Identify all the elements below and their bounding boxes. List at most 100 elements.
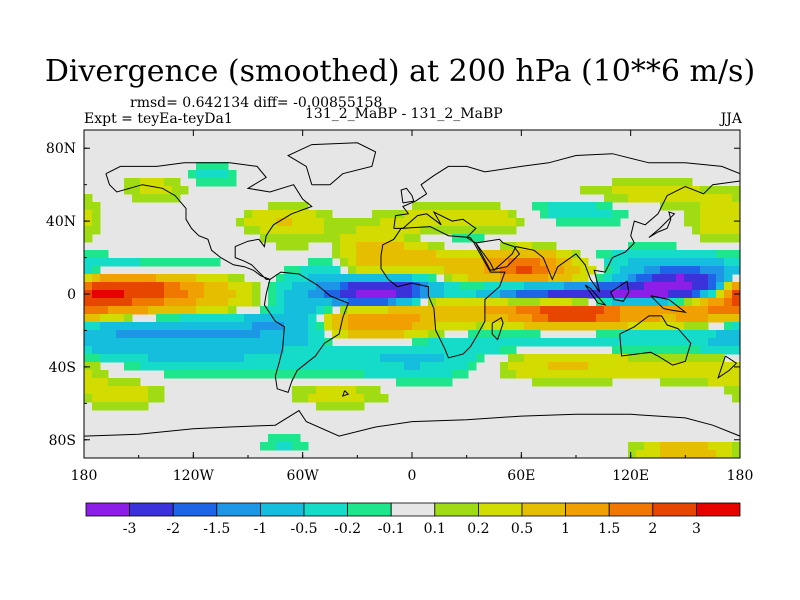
field-cell <box>716 186 725 195</box>
field-cell <box>84 282 93 291</box>
field-cell <box>356 282 365 291</box>
field-cell <box>700 314 709 323</box>
field-cell <box>180 354 189 363</box>
field-cell <box>348 386 357 395</box>
field-cell <box>180 290 189 299</box>
field-cell <box>724 234 733 243</box>
field-cell <box>308 298 317 307</box>
field-cell <box>108 338 117 347</box>
field-cell <box>180 370 189 379</box>
field-cell <box>252 210 261 219</box>
field-cell <box>628 178 637 187</box>
field-cell <box>724 218 733 227</box>
field-cell <box>140 354 149 363</box>
field-cell <box>452 354 461 363</box>
field-cell <box>292 346 301 355</box>
field-cell <box>452 306 461 315</box>
field-cell <box>412 370 421 379</box>
field-cell <box>116 306 125 315</box>
field-cell <box>356 266 365 275</box>
field-cell <box>92 394 101 403</box>
field-cell <box>420 354 429 363</box>
field-cell <box>92 370 101 379</box>
field-cell <box>164 258 173 267</box>
field-cell <box>668 378 677 387</box>
field-cell <box>652 346 661 355</box>
field-cell <box>236 298 245 307</box>
field-cell <box>644 442 653 451</box>
field-cell <box>180 258 189 267</box>
field-cell <box>172 282 181 291</box>
field-cell <box>724 330 733 339</box>
field-cell <box>324 394 333 403</box>
field-cell <box>732 442 740 451</box>
field-cell <box>436 338 445 347</box>
field-cell <box>372 330 381 339</box>
field-cell <box>212 258 221 267</box>
field-cell <box>580 354 589 363</box>
field-cell <box>492 282 501 291</box>
field-cell <box>596 306 605 315</box>
field-cell <box>388 306 397 315</box>
stats-label: rmsd= 0.642134 diff= -0.00855158 <box>130 95 383 111</box>
field-cell <box>484 274 493 283</box>
field-cell <box>604 282 613 291</box>
field-cell <box>252 330 261 339</box>
field-cell <box>412 226 421 235</box>
field-cell <box>444 298 453 307</box>
field-cell <box>164 186 173 195</box>
field-cell <box>724 338 733 347</box>
field-cell <box>532 258 541 267</box>
field-cell <box>484 202 493 211</box>
field-cell <box>676 378 685 387</box>
field-cell <box>84 394 93 403</box>
field-cell <box>348 258 357 267</box>
field-cell <box>508 226 517 235</box>
field-cell <box>476 346 485 355</box>
field-cell <box>668 338 677 347</box>
field-cell <box>484 290 493 299</box>
field-cell <box>260 442 269 451</box>
field-cell <box>724 314 733 323</box>
field-cell <box>292 226 301 235</box>
field-cell <box>572 282 581 291</box>
field-cell <box>596 290 605 299</box>
field-cell <box>276 210 285 219</box>
field-cell <box>348 346 357 355</box>
field-cell <box>188 330 197 339</box>
field-cell <box>692 362 701 371</box>
field-cell <box>604 266 613 275</box>
field-cell <box>620 338 629 347</box>
field-cell <box>516 362 525 371</box>
field-cell <box>404 250 413 259</box>
field-cell <box>260 218 269 227</box>
field-cell <box>708 250 717 259</box>
field-cell <box>140 258 149 267</box>
field-cell <box>164 362 173 371</box>
field-cell <box>708 330 717 339</box>
field-cell <box>236 282 245 291</box>
field-cell <box>148 298 157 307</box>
field-cell <box>212 346 221 355</box>
field-cell <box>92 354 101 363</box>
field-cell <box>196 282 205 291</box>
field-cell <box>228 170 237 179</box>
field-cell <box>204 346 213 355</box>
field-cell <box>708 298 717 307</box>
field-cell <box>132 186 141 195</box>
field-cell <box>124 178 133 187</box>
field-cell <box>148 186 157 195</box>
field-cell <box>84 362 93 371</box>
field-cell <box>588 338 597 347</box>
field-cell <box>156 258 165 267</box>
field-cell <box>84 210 93 219</box>
field-cell <box>324 258 333 267</box>
field-cell <box>564 378 573 387</box>
field-cell <box>500 314 509 323</box>
field-cell <box>532 314 541 323</box>
field-cell <box>92 282 101 291</box>
field-cell <box>692 282 701 291</box>
field-cell <box>644 362 653 371</box>
field-cell <box>428 202 437 211</box>
field-cell <box>604 370 613 379</box>
